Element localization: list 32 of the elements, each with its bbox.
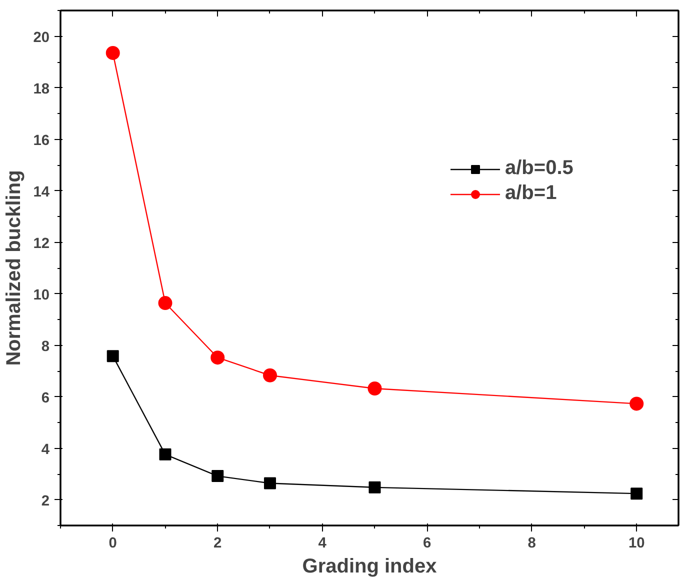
point (630, 396, 644, 411)
point (106, 350, 119, 362)
x-tick-label: 2 (214, 536, 222, 552)
point (368, 382, 382, 396)
y-tick-label: 10 (33, 287, 50, 304)
point (630, 488, 643, 500)
y-tick-label: 2 (41, 493, 50, 510)
x-tick-label: 10 (628, 536, 645, 552)
point (158, 296, 172, 310)
legend-label: a/b=0.5 (505, 157, 574, 180)
y-tick-label: 6 (41, 390, 50, 406)
x-tick-label: 8 (528, 536, 536, 552)
x-tick-label: 6 (423, 536, 432, 552)
legend-label: a/b=1 (505, 182, 557, 205)
y-tick-label: 12 (33, 236, 50, 252)
point (264, 477, 276, 490)
point (262, 368, 277, 382)
y-tick-label: 16 (33, 132, 50, 149)
point (159, 448, 172, 460)
y-tick-label: 18 (33, 81, 50, 98)
point (106, 46, 120, 60)
point (212, 470, 224, 482)
x-axis-title: Grading index (302, 556, 437, 578)
y-tick-label: 14 (33, 184, 50, 200)
point (210, 350, 225, 365)
y-tick-label: 4 (41, 442, 50, 458)
y-axis-title: Normalized buckling (3, 170, 26, 366)
y-tick-label: 20 (33, 30, 50, 46)
x-tick-label: 4 (318, 536, 328, 552)
y-tick-label: 8 (41, 338, 50, 355)
point (368, 481, 381, 494)
x-tick-label: 0 (108, 536, 117, 552)
